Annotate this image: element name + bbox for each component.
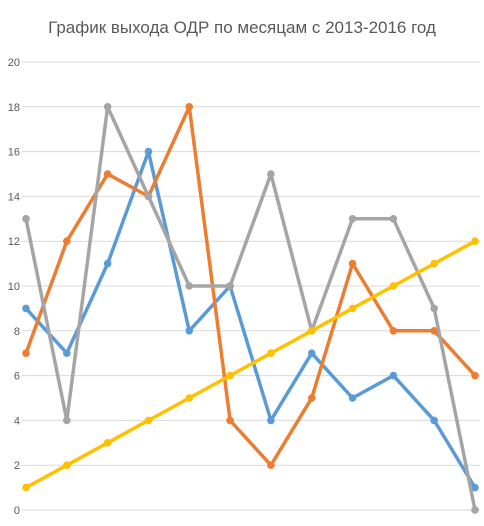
data-point[interactable] (430, 259, 438, 268)
data-point[interactable] (103, 259, 112, 268)
data-point[interactable] (63, 349, 71, 358)
y-tick-label: 16 (8, 147, 20, 159)
chart-title: График выхода ОДР по месяцам с 2013-2016… (48, 18, 436, 37)
data-point[interactable] (471, 371, 479, 380)
data-point[interactable] (22, 483, 30, 492)
data-point[interactable] (63, 461, 71, 470)
data-point[interactable] (144, 416, 153, 425)
data-point[interactable] (389, 282, 398, 290)
data-point[interactable] (103, 439, 112, 447)
data-point[interactable] (348, 215, 357, 223)
data-point[interactable] (430, 327, 438, 335)
data-point[interactable] (267, 349, 275, 358)
y-tick-label: 8 (14, 326, 20, 338)
data-point[interactable] (267, 170, 275, 178)
y-tick-label: 4 (14, 415, 20, 427)
data-point[interactable] (430, 416, 438, 425)
data-point[interactable] (471, 237, 479, 245)
data-point[interactable] (348, 394, 357, 402)
data-point[interactable] (185, 282, 194, 290)
data-point[interactable] (185, 394, 194, 402)
data-point[interactable] (430, 304, 438, 313)
y-tick-label: 20 (8, 57, 20, 69)
series-line-1 (24, 149, 477, 490)
data-point[interactable] (267, 461, 275, 470)
data-point[interactable] (63, 416, 71, 425)
data-point[interactable] (103, 170, 112, 178)
data-point[interactable] (307, 327, 316, 335)
data-point[interactable] (348, 259, 357, 268)
data-point[interactable] (185, 327, 194, 335)
data-point[interactable] (185, 103, 194, 111)
data-point[interactable] (307, 394, 316, 402)
y-tick-label: 0 (14, 505, 20, 517)
y-axis-tick-labels: 0 2 4 6 8 10 12 14 16 18 20 (8, 57, 20, 517)
data-point[interactable] (307, 349, 316, 358)
y-tick-label: 12 (8, 236, 20, 248)
data-point[interactable] (389, 215, 398, 223)
y-tick-label: 2 (14, 460, 20, 472)
data-point[interactable] (389, 327, 398, 335)
data-point[interactable] (348, 304, 357, 313)
data-point[interactable] (389, 371, 398, 380)
data-point[interactable] (226, 282, 234, 290)
series-line-2 (24, 105, 477, 467)
data-point[interactable] (103, 103, 112, 111)
data-point[interactable] (22, 349, 30, 358)
series-line-3 (24, 105, 477, 512)
y-tick-label: 10 (8, 281, 20, 293)
series-line-4 (24, 239, 477, 490)
y-tick-label: 14 (8, 191, 20, 203)
data-point[interactable] (226, 371, 234, 380)
data-point[interactable] (267, 416, 275, 425)
data-point[interactable] (471, 483, 479, 492)
data-series (22, 103, 479, 514)
data-point[interactable] (22, 304, 30, 313)
y-tick-label: 18 (8, 102, 20, 114)
data-point[interactable] (226, 416, 234, 425)
y-tick-label: 6 (14, 371, 20, 383)
data-point[interactable] (22, 215, 30, 223)
data-point[interactable] (471, 506, 479, 514)
data-point[interactable] (144, 147, 153, 156)
series-4 (22, 237, 479, 492)
data-point[interactable] (63, 237, 71, 245)
data-point[interactable] (144, 192, 153, 201)
